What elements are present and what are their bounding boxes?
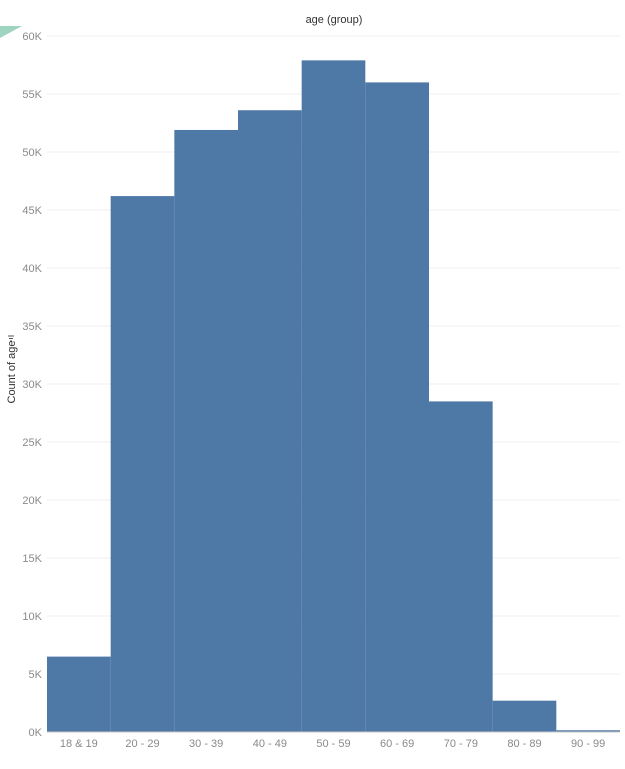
filter-icon[interactable] <box>8 335 14 342</box>
chart-title: age (group) <box>306 14 363 26</box>
bar[interactable] <box>47 656 111 732</box>
x-tick-label: 70 - 79 <box>444 738 478 750</box>
y-tick-label: 45K <box>22 205 42 217</box>
x-tick-label: 60 - 69 <box>380 738 414 750</box>
y-axis-title: Count of age <box>6 341 18 404</box>
bar[interactable] <box>429 401 493 732</box>
y-tick-label: 5K <box>29 669 43 681</box>
x-tick-label: 18 & 19 <box>60 738 98 750</box>
y-tick-label: 55K <box>22 89 42 101</box>
x-tick-label: 90 - 99 <box>571 738 605 750</box>
y-tick-label: 30K <box>22 379 42 391</box>
y-tick-label: 40K <box>22 263 42 275</box>
y-tick-label: 35K <box>22 321 42 333</box>
bar[interactable] <box>556 730 620 732</box>
bar[interactable] <box>174 129 238 732</box>
y-tick-label: 20K <box>22 495 42 507</box>
corner-marker-icon <box>0 26 22 38</box>
x-tick-label: 40 - 49 <box>253 738 287 750</box>
y-tick-label: 15K <box>22 553 42 565</box>
bars <box>47 60 620 733</box>
bar[interactable] <box>301 60 366 733</box>
x-tick-label: 80 - 89 <box>507 738 541 750</box>
x-axis-ticks: 18 & 19 20 - 29 30 - 39 40 - 49 50 - 59 60 - … <box>60 738 605 750</box>
bar[interactable] <box>110 196 175 732</box>
y-tick-label: 0K <box>29 727 43 739</box>
x-tick-label: 20 - 29 <box>125 738 159 750</box>
x-tick-label: 30 - 39 <box>189 738 223 750</box>
bar[interactable] <box>492 700 557 732</box>
y-tick-label: 10K <box>22 611 42 623</box>
x-tick-label: 50 - 59 <box>316 738 350 750</box>
bar[interactable] <box>365 82 429 732</box>
bar[interactable] <box>238 110 302 733</box>
y-tick-label: 60K <box>22 31 42 43</box>
y-tick-label: 50K <box>22 147 42 159</box>
y-tick-label: 25K <box>22 437 42 449</box>
y-axis-ticks: 0K 5K 10K 15K 20K 25K 30K 35K 40K 45K 50K 55K 60K <box>22 31 42 739</box>
